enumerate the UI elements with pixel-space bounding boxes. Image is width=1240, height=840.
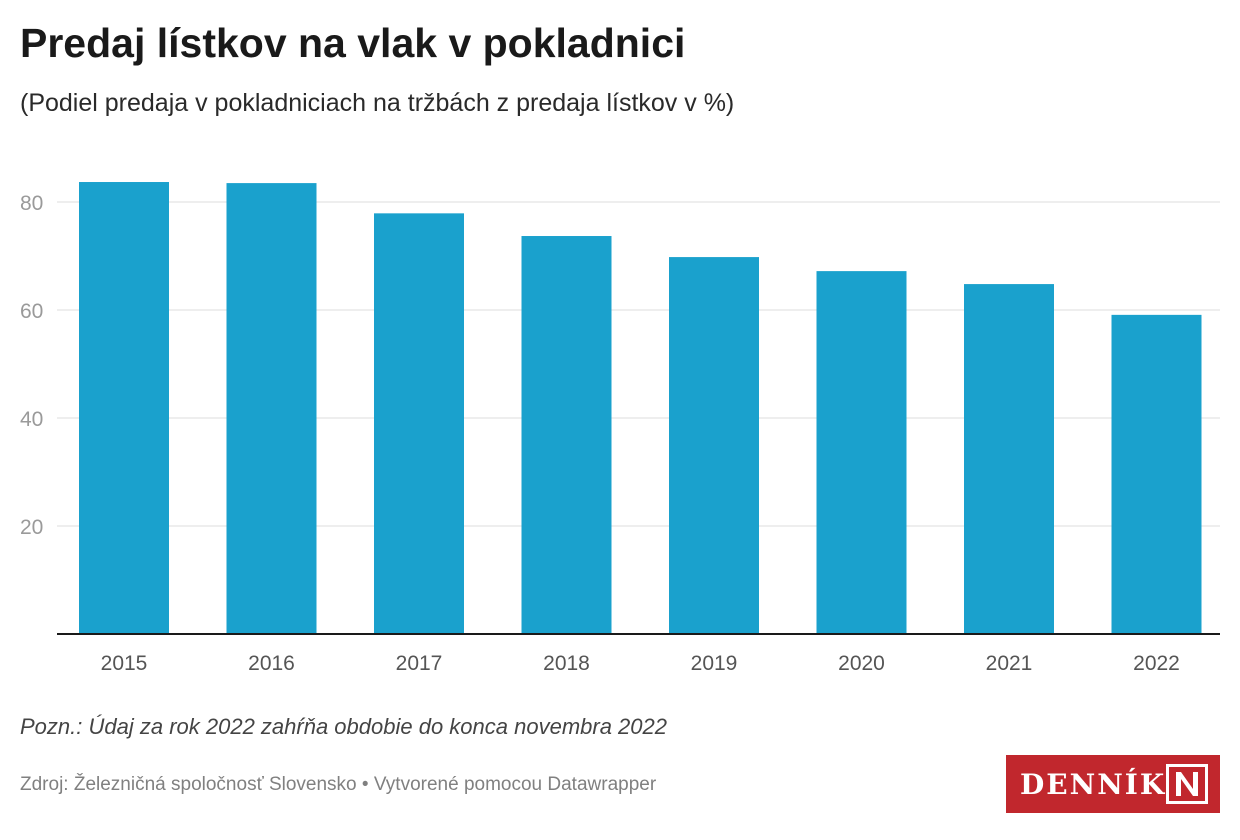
logo-wordmark: DENNÍK — [1020, 768, 1167, 801]
bar-2018[interactable] — [521, 236, 612, 634]
chart-source: Zdroj: Železničná spoločnosť Slovensko •… — [20, 774, 657, 795]
chart-title: Predaj lístkov na vlak v pokladnici — [20, 20, 686, 66]
x-tick-label: 2017 — [396, 652, 443, 675]
chart-subtitle: (Podiel predaja v pokladniciach na tržbá… — [20, 89, 735, 117]
x-tick-label: 2018 — [543, 652, 590, 675]
x-axis-tick-labels: 2015 2016 2017 2018 2019 2020 2021 2022 — [101, 652, 1180, 675]
n-mark-icon — [1166, 764, 1208, 804]
y-tick-label: 40 — [20, 408, 43, 431]
bar-2017[interactable] — [374, 213, 464, 634]
bar-2016[interactable] — [226, 183, 317, 634]
x-tick-label: 2022 — [1133, 652, 1180, 675]
x-tick-label: 2019 — [691, 652, 738, 675]
dennik-n-logo[interactable]: DENNÍK — [1006, 755, 1220, 813]
y-tick-label: 60 — [20, 300, 43, 323]
x-tick-label: 2021 — [986, 652, 1033, 675]
y-axis-tick-labels: 20 40 60 80 — [20, 192, 43, 539]
bar-2022[interactable] — [1111, 314, 1202, 634]
bar-2015[interactable] — [79, 182, 169, 634]
y-tick-label: 80 — [20, 192, 43, 215]
y-tick-label: 20 — [20, 516, 43, 539]
bar-chart: 20 40 60 80 2015 2016 2017 2018 2019 2020 2021 202… — [20, 182, 1220, 675]
bar-2020[interactable] — [816, 271, 907, 634]
bars — [79, 182, 1202, 634]
bar-2019[interactable] — [669, 257, 759, 634]
x-tick-label: 2015 — [101, 652, 148, 675]
chart-note: Pozn.: Údaj za rok 2022 zahŕňa obdobie d… — [20, 714, 667, 739]
x-tick-label: 2020 — [838, 652, 885, 675]
bar-2021[interactable] — [964, 284, 1054, 634]
x-tick-label: 2016 — [248, 652, 295, 675]
